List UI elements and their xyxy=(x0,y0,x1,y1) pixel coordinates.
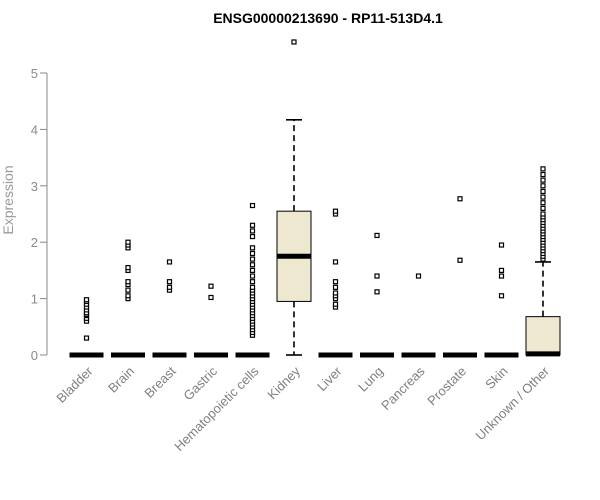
outlier-point xyxy=(540,211,546,217)
box-group-1 xyxy=(69,297,104,358)
outlier-point xyxy=(249,228,256,234)
outlier-point xyxy=(125,279,131,285)
x-category-label: Liver xyxy=(314,363,345,394)
y-axis-title: Expression xyxy=(0,165,16,234)
x-category-label: Breast xyxy=(141,363,178,400)
outlier-point xyxy=(249,267,256,273)
x-category-label: Skin xyxy=(482,364,510,392)
plot-area xyxy=(69,39,561,358)
box-group-11 xyxy=(484,242,519,358)
box-group-9 xyxy=(401,273,436,358)
outlier-point xyxy=(291,39,297,45)
outlier-point xyxy=(498,273,505,279)
y-tick-label: 4 xyxy=(31,122,38,137)
outlier-point xyxy=(125,264,131,271)
outlier-point xyxy=(540,166,546,172)
outlier-point xyxy=(83,297,90,303)
outlier-point xyxy=(166,284,173,290)
chart-title: ENSG00000213690 - RP11-513D4.1 xyxy=(213,10,443,26)
outlier-point xyxy=(498,242,505,248)
outlier-point xyxy=(540,194,546,200)
box-group-3 xyxy=(152,259,187,358)
outlier-point xyxy=(415,273,422,279)
box-group-10 xyxy=(443,196,477,358)
outlier-point xyxy=(83,335,90,341)
outlier-point xyxy=(498,267,505,273)
outlier-point xyxy=(125,287,131,293)
box-group-7 xyxy=(318,208,353,358)
outlier-point xyxy=(249,233,256,240)
outlier-point xyxy=(332,290,339,296)
outlier-point xyxy=(540,188,546,195)
outlier-point xyxy=(125,239,131,245)
outlier-point xyxy=(374,273,380,279)
x-category-label: Pancreas xyxy=(378,363,428,413)
outlier-point xyxy=(249,222,256,228)
y-tick-label: 3 xyxy=(31,179,38,194)
outlier-point xyxy=(540,171,546,178)
outlier-point xyxy=(332,284,339,290)
outlier-point xyxy=(249,250,256,257)
outlier-point xyxy=(249,284,256,290)
outlier-point xyxy=(125,293,131,299)
x-category-label: Unknown / Other xyxy=(473,363,553,443)
x-category-label: Lung xyxy=(355,364,386,395)
outlier-point xyxy=(540,205,546,211)
x-category-label: Brain xyxy=(105,364,137,396)
outlier-point xyxy=(249,273,256,279)
box-group-2 xyxy=(111,239,145,358)
x-category-label: Kidney xyxy=(264,363,303,402)
outlier-point xyxy=(208,294,214,301)
y-axis: 0 1 2 3 4 5 xyxy=(31,66,48,363)
outlier-point xyxy=(332,259,339,265)
box-group-6 xyxy=(276,39,312,356)
box-group-5 xyxy=(235,202,270,358)
x-category-label: Bladder xyxy=(53,363,96,406)
outlier-point xyxy=(332,279,339,285)
box-group-12 xyxy=(525,166,561,357)
y-tick-label: 5 xyxy=(31,66,38,81)
outlier-point xyxy=(208,283,214,289)
outlier-point xyxy=(249,279,256,285)
outlier-point xyxy=(332,208,339,214)
outlier-point xyxy=(166,279,173,285)
outlier-point xyxy=(374,232,380,239)
outlier-point xyxy=(249,202,256,209)
outlier-point xyxy=(457,257,463,263)
outlier-point xyxy=(498,293,505,299)
outlier-point xyxy=(166,259,173,265)
box-body xyxy=(525,316,561,356)
outlier-point xyxy=(540,177,546,183)
outlier-point xyxy=(332,301,339,307)
x-category-label: Gastric xyxy=(180,363,220,403)
outlier-point xyxy=(249,262,256,268)
box-group-8 xyxy=(360,232,394,358)
y-tick-label: 2 xyxy=(31,235,38,250)
outlier-point xyxy=(540,200,546,206)
outlier-point xyxy=(540,183,546,189)
outlier-point xyxy=(457,196,463,202)
box-group-4 xyxy=(194,283,228,358)
outlier-point xyxy=(249,256,256,262)
outlier-point xyxy=(374,289,380,295)
outlier-point xyxy=(249,245,256,251)
y-tick-label: 1 xyxy=(31,292,38,307)
y-tick-label: 0 xyxy=(31,348,38,363)
x-category-label: Prostate xyxy=(424,364,469,409)
